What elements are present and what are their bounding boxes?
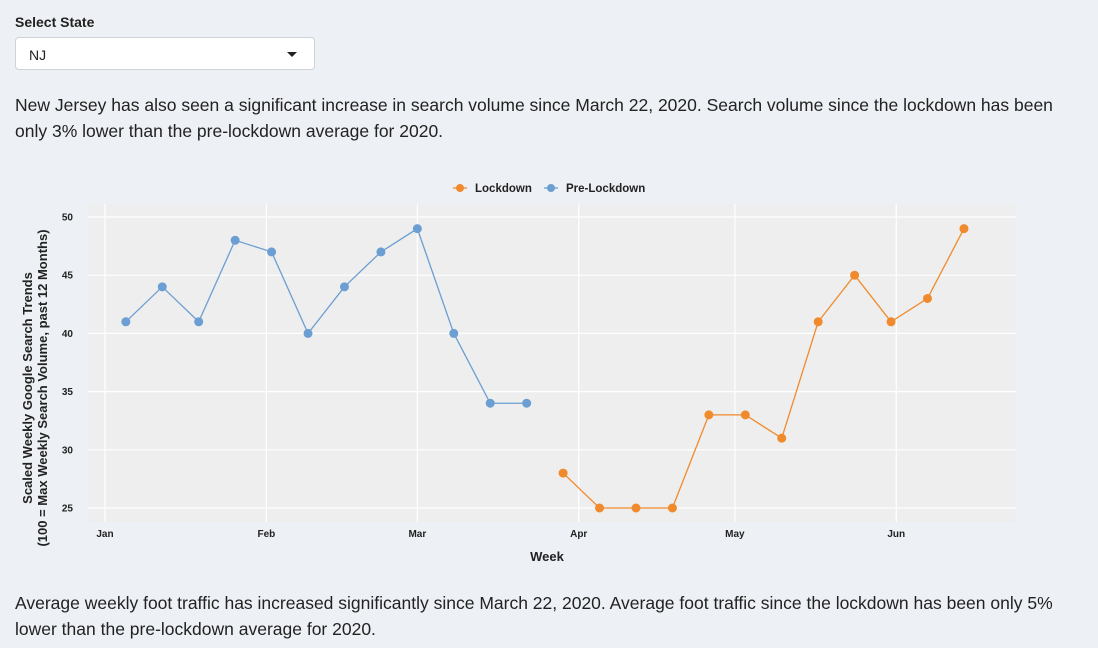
- series-line-pre-lockdown: [125, 227, 527, 404]
- x-tick-label: Jan: [96, 529, 113, 540]
- data-point-pre-lockdown[interactable]: [485, 398, 495, 408]
- legend-label-pre-lockdown[interactable]: Pre-Lockdown: [566, 183, 645, 195]
- y-tick-label: 50: [62, 213, 74, 224]
- data-point-lockdown[interactable]: [631, 503, 641, 513]
- y-tick-label: 35: [62, 387, 74, 398]
- search-volume-summary: New Jersey has also seen a significant i…: [15, 95, 1053, 141]
- search-trends-chart: 25 30 35 40 45 50 Jan Feb Mar Apr May Jun Lockdown…: [20, 183, 1016, 564]
- series-layer: [121, 224, 969, 513]
- y-axis-title-line2: (100 = Max Weekly Search Volume, past 12…: [35, 229, 50, 546]
- data-point-lockdown[interactable]: [959, 224, 969, 234]
- x-tick-label: Mar: [408, 529, 426, 540]
- state-select-dropdown[interactable]: NJ: [15, 37, 315, 70]
- x-tick-label: Jun: [887, 529, 905, 540]
- x-tick-label: Feb: [257, 529, 275, 540]
- y-tick-label: 30: [62, 445, 74, 456]
- series-line-lockdown: [562, 228, 965, 509]
- data-point-pre-lockdown[interactable]: [376, 247, 386, 257]
- data-point-pre-lockdown[interactable]: [339, 282, 349, 292]
- y-tick-label: 45: [62, 271, 74, 282]
- data-point-pre-lockdown[interactable]: [303, 328, 313, 338]
- data-point-pre-lockdown[interactable]: [267, 247, 277, 257]
- legend[interactable]: Lockdown Pre-Lockdown: [453, 183, 645, 195]
- data-point-pre-lockdown[interactable]: [157, 282, 167, 292]
- x-tick-label: May: [725, 529, 745, 540]
- plot-background: [88, 204, 1016, 522]
- data-point-pre-lockdown[interactable]: [194, 317, 204, 327]
- data-point-lockdown[interactable]: [886, 317, 896, 327]
- data-point-lockdown[interactable]: [850, 270, 860, 280]
- gridlines: [88, 204, 1016, 522]
- data-point-lockdown[interactable]: [740, 410, 750, 420]
- legend-label-lockdown[interactable]: Lockdown: [475, 183, 532, 195]
- x-axis-title: Week: [530, 549, 564, 564]
- y-tick-label: 25: [62, 504, 74, 515]
- x-tick-label: Apr: [570, 529, 587, 540]
- data-point-pre-lockdown[interactable]: [412, 224, 422, 234]
- caret-down-icon[interactable]: [287, 52, 297, 57]
- data-point-pre-lockdown[interactable]: [522, 398, 532, 408]
- data-point-lockdown[interactable]: [813, 317, 823, 327]
- data-point-lockdown[interactable]: [595, 503, 605, 513]
- legend-marker-lockdown: [456, 184, 464, 192]
- data-point-lockdown[interactable]: [923, 293, 933, 303]
- foot-traffic-summary: Average weekly foot traffic has increase…: [15, 593, 1053, 639]
- x-axis-ticks: Jan Feb Mar Apr May Jun: [96, 529, 905, 540]
- data-point-lockdown[interactable]: [704, 410, 714, 420]
- y-axis-ticks: 25 30 35 40 45 50: [62, 213, 74, 515]
- data-point-pre-lockdown[interactable]: [121, 317, 131, 327]
- data-point-lockdown[interactable]: [667, 503, 677, 513]
- data-point-lockdown[interactable]: [777, 433, 787, 443]
- data-point-lockdown[interactable]: [558, 468, 568, 478]
- y-tick-label: 40: [62, 329, 74, 340]
- state-select-value: NJ: [29, 47, 47, 63]
- select-state-label: Select State: [15, 14, 95, 30]
- y-axis-title-line1: Scaled Weekly Google Search Trends: [20, 272, 35, 504]
- data-point-pre-lockdown[interactable]: [449, 328, 459, 338]
- data-point-pre-lockdown[interactable]: [230, 235, 240, 245]
- legend-marker-pre-lockdown: [547, 184, 555, 192]
